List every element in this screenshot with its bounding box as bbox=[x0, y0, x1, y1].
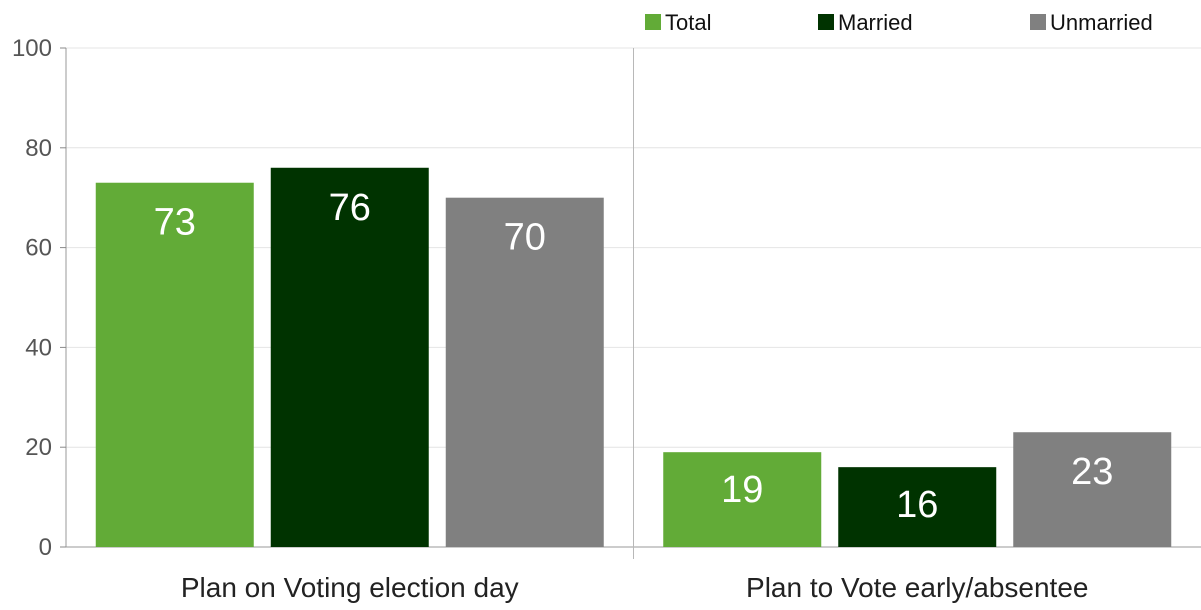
x-category-label: Plan to Vote early/absentee bbox=[746, 572, 1088, 603]
value-label: 76 bbox=[329, 187, 371, 229]
legend-label-total: Total bbox=[665, 10, 711, 35]
legend-swatch-unmarried bbox=[1030, 14, 1046, 30]
axes bbox=[65, 48, 1201, 559]
bar-unmarried-1 bbox=[445, 197, 604, 547]
x-category-label: Plan on Voting election day bbox=[181, 572, 519, 603]
legend-swatch-total bbox=[645, 14, 661, 30]
y-tick-label: 60 bbox=[25, 235, 52, 262]
legend-label-married: Married bbox=[838, 10, 913, 35]
bar-married-1 bbox=[270, 167, 429, 547]
y-tick-label: 20 bbox=[25, 434, 52, 461]
value-label: 70 bbox=[504, 217, 546, 259]
x-axis-categories: Plan on Voting election day Plan to Vote … bbox=[181, 572, 1089, 603]
value-labels: 73 76 70 19 16 23 bbox=[154, 187, 1114, 526]
y-tick-label: 80 bbox=[25, 135, 52, 162]
bar-total-2 bbox=[663, 452, 822, 547]
legend: Total Married Unmarried bbox=[645, 10, 1153, 35]
y-tick-label: 0 bbox=[39, 534, 52, 561]
value-label: 23 bbox=[1071, 451, 1113, 493]
legend-swatch-married bbox=[818, 14, 834, 30]
bars bbox=[95, 167, 1172, 548]
bar-total-1 bbox=[95, 182, 254, 548]
legend-label-unmarried: Unmarried bbox=[1050, 10, 1153, 35]
bar-married-2 bbox=[838, 467, 997, 547]
y-tick-label: 100 bbox=[12, 35, 52, 62]
y-tick-label: 40 bbox=[25, 334, 52, 361]
value-label: 16 bbox=[896, 484, 938, 526]
bar-unmarried-2 bbox=[1013, 432, 1172, 547]
value-label: 19 bbox=[721, 469, 763, 511]
value-label: 73 bbox=[154, 202, 196, 244]
y-axis-ticks: 0 20 40 60 80 100 bbox=[12, 35, 66, 561]
